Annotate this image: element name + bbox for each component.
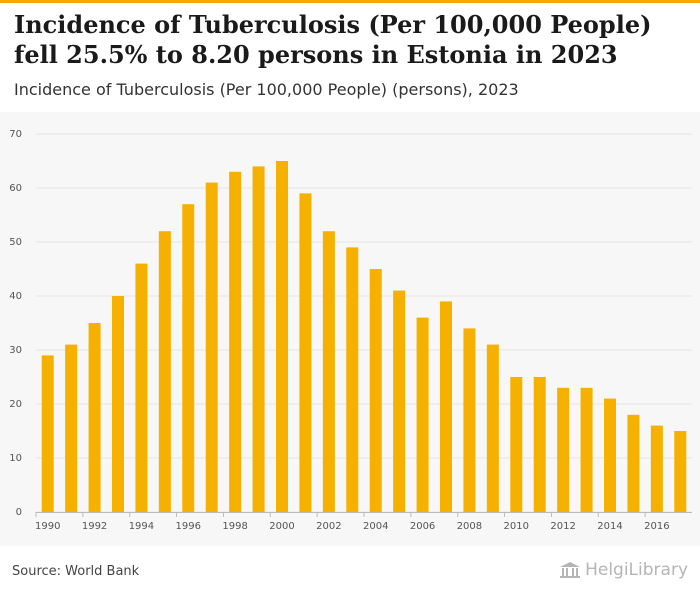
y-tick-label: 40 bbox=[9, 291, 22, 302]
y-tick-label: 60 bbox=[9, 183, 22, 194]
bar-2013 bbox=[580, 387, 593, 512]
bar-1996 bbox=[182, 204, 195, 512]
bar-1999 bbox=[252, 166, 265, 512]
x-tick-label: 1998 bbox=[222, 521, 247, 532]
x-axis: 1990 1992 1994 1996 1998 2000 2002 2004 2006 2008… bbox=[35, 512, 692, 532]
bar-2006 bbox=[416, 317, 429, 512]
brand-name: HelgiLibrary bbox=[585, 560, 688, 580]
bar-2001 bbox=[299, 193, 312, 512]
bar-2007 bbox=[440, 301, 452, 512]
bar-2005 bbox=[393, 290, 406, 512]
x-tick-label: 1994 bbox=[129, 521, 154, 532]
x-tick-label: 2008 bbox=[457, 521, 482, 532]
bar-2008 bbox=[463, 328, 476, 512]
x-tick-label: 2012 bbox=[550, 521, 575, 532]
x-tick-label: 1996 bbox=[176, 521, 201, 532]
x-tick-label: 2016 bbox=[644, 521, 669, 532]
bar-2012 bbox=[557, 387, 570, 512]
x-tick-label: 2006 bbox=[410, 521, 435, 532]
bar-2010 bbox=[510, 377, 523, 512]
bar-2015 bbox=[627, 414, 640, 512]
bar-1994 bbox=[135, 263, 148, 512]
y-tick-label: 70 bbox=[9, 129, 22, 140]
library-building-icon bbox=[560, 562, 581, 578]
chart-subtitle: Incidence of Tuberculosis (Per 100,000 P… bbox=[14, 80, 519, 99]
bar-2014 bbox=[604, 398, 616, 512]
bar-2009 bbox=[486, 344, 499, 512]
bar-chart: 0 10 20 30 40 50 60 70 1990 1992 1994 1996 1998 2000… bbox=[9, 129, 692, 532]
y-tick-label: 30 bbox=[9, 345, 22, 356]
x-tick-label: 1992 bbox=[82, 521, 107, 532]
bars-layer bbox=[41, 161, 687, 513]
bar-1993 bbox=[112, 296, 124, 512]
x-tick-label: 2014 bbox=[597, 521, 622, 532]
bar-2002 bbox=[322, 231, 335, 512]
bar-2000 bbox=[276, 161, 288, 512]
x-tick-label: 2000 bbox=[269, 521, 294, 532]
bar-2003 bbox=[346, 247, 359, 512]
bar-1998 bbox=[229, 171, 242, 513]
bar-1992 bbox=[88, 323, 101, 512]
y-tick-label: 50 bbox=[9, 237, 22, 248]
bar-1991 bbox=[65, 344, 78, 512]
bar-1995 bbox=[158, 231, 171, 512]
accent-bar bbox=[0, 0, 700, 3]
y-tick-label: 0 bbox=[16, 507, 22, 518]
bar-2011 bbox=[533, 377, 546, 512]
y-tick-label: 10 bbox=[9, 453, 22, 464]
chart-title: Incidence of Tuberculosis (Per 100,000 P… bbox=[14, 10, 652, 69]
brand-logo[interactable]: HelgiLibrary bbox=[559, 560, 688, 580]
source-note: Source: World Bank bbox=[12, 564, 140, 579]
bar-1990 bbox=[41, 355, 54, 512]
x-tick-label: 2004 bbox=[363, 521, 388, 532]
bar-1997 bbox=[205, 182, 218, 512]
bar-2004 bbox=[369, 269, 382, 512]
x-tick-label: 1990 bbox=[35, 521, 60, 532]
bar-2017 bbox=[674, 431, 687, 512]
x-tick-label: 2002 bbox=[316, 521, 341, 532]
bar-2016 bbox=[650, 425, 663, 512]
y-tick-label: 20 bbox=[9, 399, 22, 410]
x-tick-label: 2010 bbox=[504, 521, 529, 532]
